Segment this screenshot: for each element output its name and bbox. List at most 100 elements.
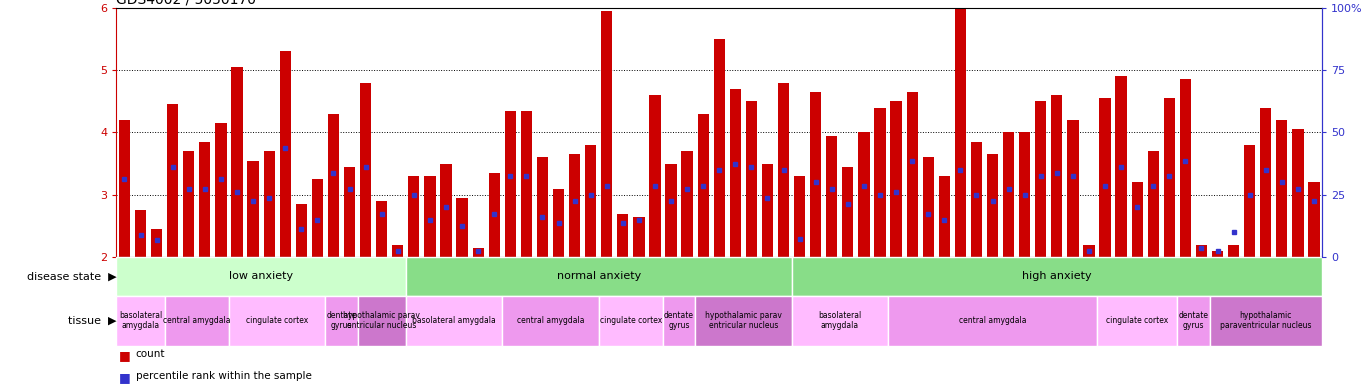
Bar — [681, 151, 693, 257]
Text: dentate
gyrus: dentate gyrus — [664, 311, 695, 330]
Bar — [1210, 296, 1322, 346]
Bar — [585, 145, 596, 257]
Bar — [907, 92, 918, 257]
Bar — [553, 189, 564, 257]
Bar — [406, 257, 792, 296]
Bar — [116, 296, 164, 346]
Bar — [326, 296, 358, 346]
Bar — [375, 201, 388, 257]
Bar — [1051, 95, 1063, 257]
Bar — [440, 164, 452, 257]
Text: cingulate cortex: cingulate cortex — [247, 316, 308, 325]
Bar — [344, 167, 355, 257]
Bar — [1084, 245, 1095, 257]
Text: percentile rank within the sample: percentile rank within the sample — [136, 371, 311, 381]
Bar — [938, 176, 949, 257]
Bar — [697, 114, 708, 257]
Bar — [1180, 79, 1191, 257]
Bar — [392, 245, 403, 257]
Bar — [1148, 151, 1159, 257]
Text: cingulate cortex: cingulate cortex — [600, 316, 662, 325]
Bar — [1067, 120, 1078, 257]
Text: normal anxiety: normal anxiety — [556, 271, 641, 281]
Bar — [1163, 98, 1175, 257]
Text: high anxiety: high anxiety — [1022, 271, 1092, 281]
Bar — [1097, 296, 1177, 346]
Bar — [663, 296, 695, 346]
Bar — [1003, 132, 1014, 257]
Bar — [1196, 245, 1207, 257]
Bar — [1099, 98, 1111, 257]
Bar — [1212, 251, 1223, 257]
Text: low anxiety: low anxiety — [229, 271, 293, 281]
Bar — [473, 248, 484, 257]
Bar — [296, 204, 307, 257]
Bar — [116, 257, 406, 296]
Bar — [164, 296, 229, 346]
Bar — [199, 142, 211, 257]
Bar — [858, 132, 870, 257]
Bar — [633, 217, 644, 257]
Bar — [616, 214, 629, 257]
Bar — [263, 151, 275, 257]
Text: basolateral
amygdala: basolateral amygdala — [818, 311, 862, 330]
Bar — [312, 179, 323, 257]
Bar — [360, 83, 371, 257]
Bar — [792, 296, 888, 346]
Bar — [406, 296, 503, 346]
Bar — [1277, 120, 1288, 257]
Bar — [248, 161, 259, 257]
Bar — [1228, 245, 1240, 257]
Bar — [1260, 108, 1271, 257]
Bar — [986, 154, 999, 257]
Text: ■: ■ — [119, 349, 132, 362]
Bar — [971, 142, 982, 257]
Text: basolateral amygdala: basolateral amygdala — [412, 316, 496, 325]
Bar — [456, 198, 467, 257]
Bar — [215, 123, 226, 257]
Text: hypothalamic parav
entricular nucleus: hypothalamic parav entricular nucleus — [706, 311, 782, 330]
Bar — [537, 157, 548, 257]
Bar — [279, 51, 290, 257]
Text: GDS4002 / 5050170: GDS4002 / 5050170 — [116, 0, 256, 7]
Bar — [1115, 76, 1126, 257]
Text: tissue  ▶: tissue ▶ — [68, 316, 116, 326]
Bar — [810, 92, 822, 257]
Bar — [714, 39, 725, 257]
Bar — [1325, 176, 1336, 257]
Bar — [955, 8, 966, 257]
Bar — [503, 296, 599, 346]
Bar — [874, 108, 885, 257]
Bar — [327, 114, 340, 257]
Text: ■: ■ — [119, 371, 132, 384]
Bar — [1019, 132, 1030, 257]
Bar — [1132, 182, 1143, 257]
Bar — [358, 296, 406, 346]
Bar — [151, 229, 162, 257]
Text: dentate
gyrus: dentate gyrus — [1178, 311, 1208, 330]
Text: count: count — [136, 349, 166, 359]
Bar — [1244, 145, 1255, 257]
Bar — [888, 296, 1097, 346]
Bar — [569, 154, 581, 257]
Bar — [778, 83, 789, 257]
Text: dentate
gyrus: dentate gyrus — [326, 311, 356, 330]
Bar — [1292, 129, 1304, 257]
Bar — [1177, 296, 1210, 346]
Bar — [792, 257, 1322, 296]
Bar — [408, 176, 419, 257]
Bar — [1036, 101, 1047, 257]
Bar — [730, 89, 741, 257]
Bar — [826, 136, 837, 257]
Bar — [232, 67, 242, 257]
Bar — [666, 164, 677, 257]
Bar — [489, 173, 500, 257]
Bar — [521, 111, 532, 257]
Bar — [695, 296, 792, 346]
Text: cingulate cortex: cingulate cortex — [1106, 316, 1169, 325]
Text: central amygdala: central amygdala — [163, 316, 230, 325]
Text: hypothalamic
paraventricular nucleus: hypothalamic paraventricular nucleus — [1221, 311, 1311, 330]
Bar — [890, 101, 901, 257]
Bar — [425, 176, 436, 257]
Bar — [167, 104, 178, 257]
